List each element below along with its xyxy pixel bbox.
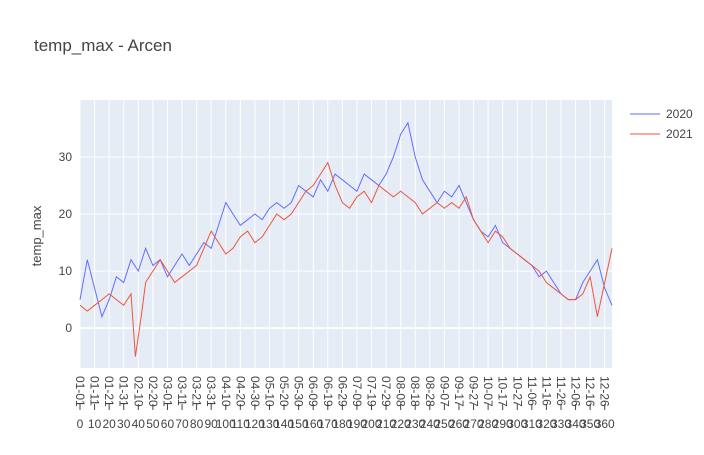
x-tick-label: 10-17 [496,376,510,407]
x-tick-label: 06-09 [306,376,320,407]
x-tick-label: 01-11 [88,376,102,406]
x-tick-sublabel: 230 [405,417,425,431]
x-tick-sublabel: 240 [420,417,440,431]
y-axis-label: temp_max [29,205,44,266]
x-tick-label: 05-10 [262,376,276,407]
x-tick-sublabel: 40 [132,417,146,431]
x-tick-sublabel: 160 [303,417,323,431]
x-tick-sublabel: 260 [449,417,469,431]
x-tick-label: 09-17 [452,376,466,407]
x-tick-sublabel: 50 [146,417,160,431]
x-tick-label: 09-07 [437,376,451,407]
x-tick-sublabel: 350 [580,417,600,431]
x-tick-sublabel: 360 [595,417,615,431]
x-tick-label: 08-18 [408,376,422,407]
x-tick-label: 04-10 [219,376,233,407]
x-tick-label: 05-30 [292,376,306,407]
x-tick-sublabel: 330 [551,417,571,431]
x-tick-label: 11-06 [525,376,539,406]
x-tick-sublabel: 130 [259,417,279,431]
x-tick-label: 03-31 [204,376,218,407]
x-tick-label: 11-16 [539,376,553,406]
x-tick-label: 01-01 [73,376,87,407]
x-tick-label: 02-10 [131,376,145,407]
x-tick-sublabel: 200 [361,417,381,431]
x-tick-label: 06-29 [335,376,349,407]
x-tick-label: 03-21 [190,376,204,407]
y-tick-label: 30 [59,150,73,164]
x-tick-label: 07-09 [350,376,364,407]
x-tick-label: 04-30 [248,376,262,407]
x-tick-sublabel: 70 [175,417,189,431]
x-tick-sublabel: 340 [566,417,586,431]
x-tick-sublabel: 250 [434,417,454,431]
x-tick-sublabel: 150 [289,417,309,431]
x-tick-sublabel: 0 [77,417,84,431]
x-tick-sublabel: 90 [204,417,218,431]
x-tick-sublabel: 300 [507,417,527,431]
x-tick-label: 12-06 [569,376,583,407]
x-tick-sublabel: 320 [536,417,556,431]
x-tick-label: 12-26 [598,376,612,407]
x-tick-sublabel: 210 [376,417,396,431]
x-tick-sublabel: 290 [493,417,513,431]
x-tick-sublabel: 310 [522,417,542,431]
x-tick-label: 07-19 [365,376,379,407]
x-tick-label: 05-20 [277,376,291,407]
x-tick-sublabel: 100 [216,417,236,431]
x-tick-label: 09-27 [467,376,481,407]
gridlines [79,100,612,368]
x-tick-label: 07-29 [379,376,393,407]
legend-label-2021[interactable]: 2021 [666,127,693,141]
x-tick-sublabel: 170 [318,417,338,431]
x-tick-sublabel: 180 [332,417,352,431]
x-tick-label: 08-08 [394,376,408,407]
x-tick-label: 03-11 [175,376,189,406]
x-tick-label: 01-31 [117,376,131,407]
x-tick-sublabel: 30 [117,417,131,431]
x-tick-sublabel: 20 [102,417,116,431]
y-tick-label: 10 [59,264,73,278]
x-tick-sublabel: 280 [478,417,498,431]
x-tick-label: 10-27 [510,376,524,407]
x-tick-label: 10-07 [481,376,495,407]
x-tick-sublabel: 140 [274,417,294,431]
x-tick-sublabel: 190 [347,417,367,431]
y-tick-label: 0 [65,321,72,335]
x-tick-sublabel: 10 [88,417,102,431]
chart-title: temp_max - Arcen [34,36,172,55]
x-tick-label: 06-19 [321,376,335,407]
x-tick-sublabel: 270 [464,417,484,431]
x-tick-sublabel: 80 [190,417,204,431]
x-tick-label: 08-28 [423,376,437,407]
x-tick-label: 11-26 [554,376,568,406]
x-tick-sublabel: 110 [231,417,250,431]
series-line-2021 [79,161,613,357]
x-tick-sublabel: 60 [161,417,175,431]
series-lines [79,121,613,357]
y-tick-label: 20 [59,207,73,221]
x-tick-sublabel: 120 [245,417,265,431]
x-tick-sublabel: 220 [391,417,411,431]
x-tick-label: 02-20 [146,376,160,407]
plot-background [80,100,612,368]
x-tick-label: 12-16 [583,376,597,407]
x-tick-label: 04-20 [233,376,247,407]
legend[interactable]: 2020 2021 [630,107,693,141]
legend-label-2020[interactable]: 2020 [666,107,693,121]
x-tick-label: 03-01 [160,376,174,407]
y-axis-ticks: 0 10 20 30 [59,150,73,335]
x-tick-label: 01-21 [102,376,116,407]
